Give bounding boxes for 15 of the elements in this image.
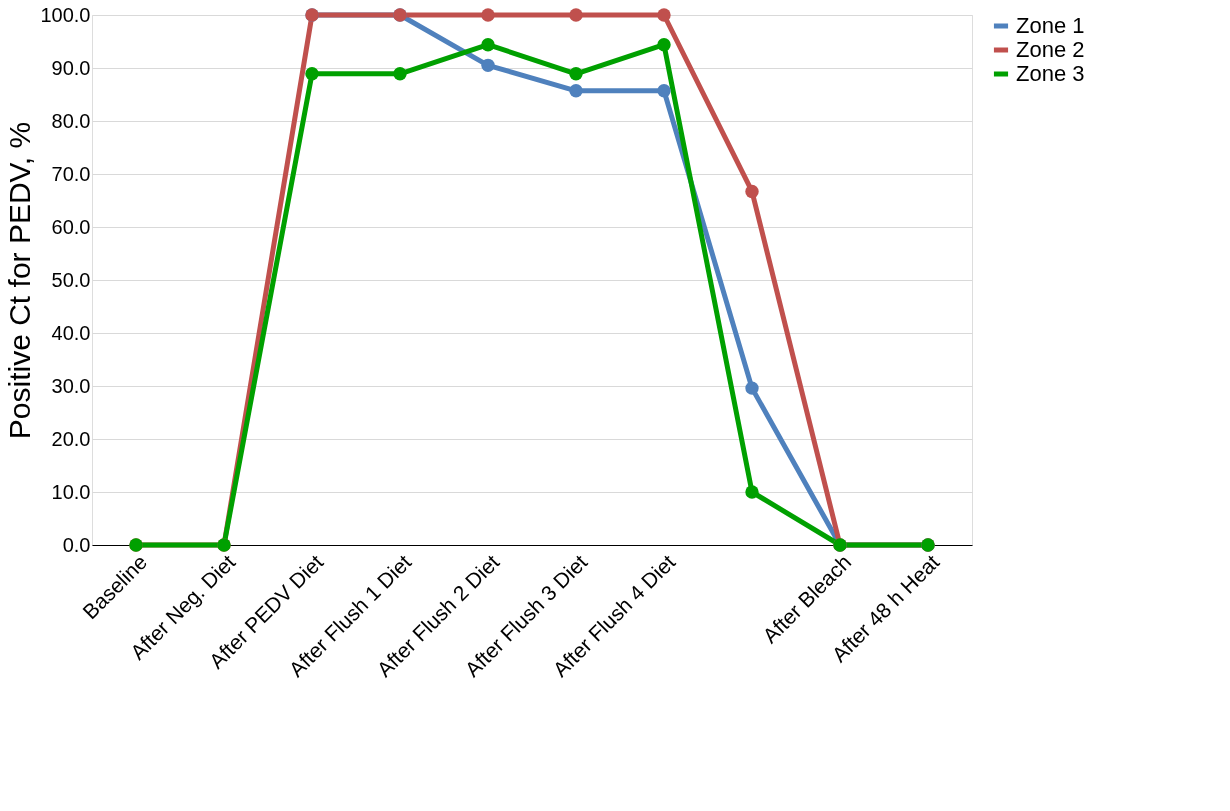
legend-label: Zone 2 (1016, 37, 1085, 62)
y-tick-label: 20.0 (51, 427, 91, 450)
y-tick-label: 70.0 (51, 162, 91, 185)
y-tick-label: 30.0 (51, 374, 91, 397)
y-tick-label: 80.0 (51, 109, 91, 132)
y-axis-title: Positive Ct for PEDV, % (3, 121, 37, 440)
legend-label: Zone 1 (1016, 13, 1085, 38)
y-tick-label: 60.0 (51, 215, 91, 238)
y-tick-label: 40.0 (51, 321, 91, 344)
y-tick-label: 50.0 (51, 268, 91, 291)
y-tick-label: 100.0 (40, 3, 91, 26)
y-tick-label: 90.0 (51, 56, 91, 79)
legend-label: Zone 3 (1016, 61, 1085, 86)
y-tick-label: 10.0 (51, 480, 91, 503)
y-tick-label: 0.0 (62, 533, 91, 556)
